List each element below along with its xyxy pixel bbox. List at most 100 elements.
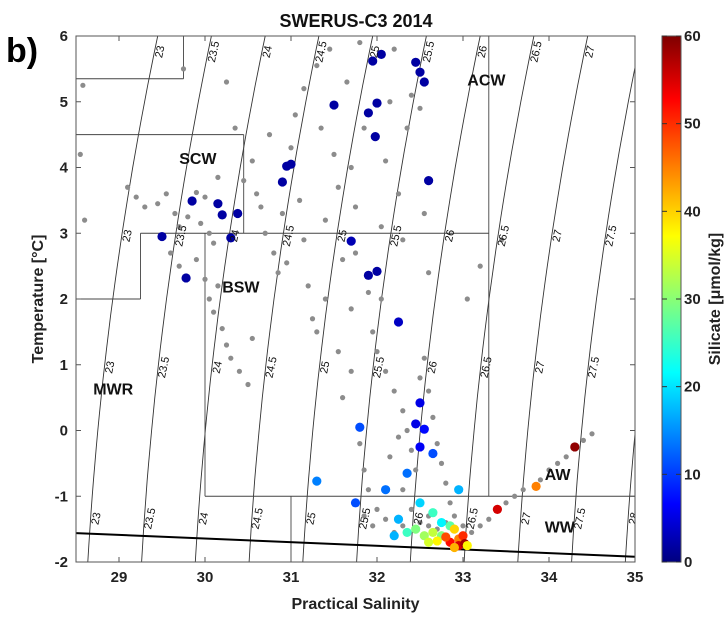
silicate-point xyxy=(368,56,378,66)
silicate-point xyxy=(449,542,459,553)
isopycnal-label: 26 xyxy=(476,45,490,59)
silicate-point xyxy=(370,131,380,142)
silicate-point xyxy=(393,317,404,327)
silicate-point xyxy=(363,270,373,280)
x-tick-label: 29 xyxy=(111,569,128,586)
data-point xyxy=(417,519,423,526)
silicate-point xyxy=(157,231,167,242)
isopycnal-label: 23.5 xyxy=(142,507,158,530)
silicate-point xyxy=(376,49,386,60)
data-point xyxy=(163,191,169,197)
data-point xyxy=(357,39,363,46)
data-point xyxy=(172,210,178,217)
data-point xyxy=(417,105,423,111)
x-tick-label: 35 xyxy=(627,569,644,586)
data-point xyxy=(378,296,384,302)
colorbar-ticks: 0 10 20 30 40 50 60 xyxy=(662,28,701,571)
data-point xyxy=(266,132,273,138)
silicate-point xyxy=(492,504,502,514)
isopycnal-label: 26.5 xyxy=(496,224,512,247)
data-point xyxy=(361,513,367,519)
silicate-point xyxy=(415,442,425,452)
isopycnal-label: 24 xyxy=(211,360,225,374)
isopycnal-line xyxy=(571,65,635,562)
isopycnal-label: 25 xyxy=(368,45,382,59)
silicate-point xyxy=(411,524,421,534)
data-point xyxy=(357,441,363,447)
isopycnal-label: 26 xyxy=(443,229,457,243)
x-axis-ticks: 29 30 31 32 33 34 35 xyxy=(111,36,644,586)
data-point xyxy=(400,487,406,493)
silicate-colored-points xyxy=(157,49,580,553)
y-tick-label: 1 xyxy=(60,357,68,374)
isopycnal-label: 24.5 xyxy=(264,356,280,379)
isopycnal-labels: 23 23 23 23 23.5 23.5 23.5 23.5 24 24 24 24 24.5 24.5… xyxy=(89,40,635,530)
silicate-point xyxy=(213,199,223,209)
x-tick-label: 30 xyxy=(197,569,214,586)
silicate-point xyxy=(458,531,468,541)
isopycnal-line xyxy=(624,428,635,562)
silicate-point xyxy=(329,100,339,110)
silicate-point xyxy=(312,476,322,486)
data-point xyxy=(520,487,526,493)
silicate-point xyxy=(372,266,382,276)
silicate-point xyxy=(432,536,442,546)
data-point xyxy=(176,224,182,230)
data-point xyxy=(400,237,406,243)
y-axis-label: Temperature [°C] xyxy=(30,235,47,364)
silicate-point xyxy=(226,233,236,243)
isopycnal-line xyxy=(141,36,212,562)
data-point xyxy=(451,513,457,519)
isopycnal-label: 24.5 xyxy=(281,224,297,247)
colorbar-tick-label: 10 xyxy=(684,466,701,483)
data-point xyxy=(370,329,376,335)
isopycnal-label: 23.5 xyxy=(173,224,189,247)
isopycnal-label: 25.5 xyxy=(388,224,404,247)
data-point xyxy=(426,388,432,394)
data-point xyxy=(232,125,238,131)
y-tick-label: 4 xyxy=(60,160,69,177)
data-point xyxy=(344,79,350,85)
colorbar-label: Silicate [μmol/kg] xyxy=(707,233,724,365)
data-point xyxy=(421,355,427,361)
colorbar-tick-label: 40 xyxy=(684,203,701,220)
x-tick-label: 33 xyxy=(455,569,472,586)
data-point xyxy=(271,250,277,256)
data-point xyxy=(301,237,307,243)
data-point xyxy=(215,283,221,289)
data-point xyxy=(331,151,337,157)
data-point xyxy=(228,355,234,361)
isopycnal-label: 24 xyxy=(228,229,242,243)
data-point xyxy=(361,125,367,131)
isopycnal-label: 23.5 xyxy=(156,356,172,379)
data-point xyxy=(503,500,509,506)
silicate-point xyxy=(415,398,425,408)
data-point xyxy=(219,325,225,332)
data-point xyxy=(434,441,440,447)
isopycnal-label: 24.5 xyxy=(250,507,266,530)
colorbar-tick-label: 60 xyxy=(684,28,701,45)
data-point xyxy=(322,217,328,223)
data-point xyxy=(352,250,359,256)
x-tick-label: 31 xyxy=(283,569,300,586)
y-tick-label: 3 xyxy=(60,225,68,242)
data-point xyxy=(348,164,354,171)
silicate-point xyxy=(381,485,391,495)
y-tick-label: 0 xyxy=(60,423,68,440)
y-tick-label: -2 xyxy=(55,554,68,571)
data-point xyxy=(477,263,483,269)
colorbar-tick-label: 0 xyxy=(684,554,692,571)
silicate-point xyxy=(454,485,464,495)
silicate-point xyxy=(419,77,429,87)
isopycnal-label: 26.5 xyxy=(465,507,481,530)
isopycnal-label: 27 xyxy=(551,229,565,243)
isopycnal-lines xyxy=(87,36,635,562)
data-point xyxy=(464,296,470,302)
data-point xyxy=(400,523,406,529)
silicate-point xyxy=(428,448,438,459)
data-point xyxy=(387,454,393,460)
y-tick-label: 6 xyxy=(60,28,68,45)
data-point xyxy=(80,82,86,88)
isopycnal-label: 27 xyxy=(583,45,597,59)
